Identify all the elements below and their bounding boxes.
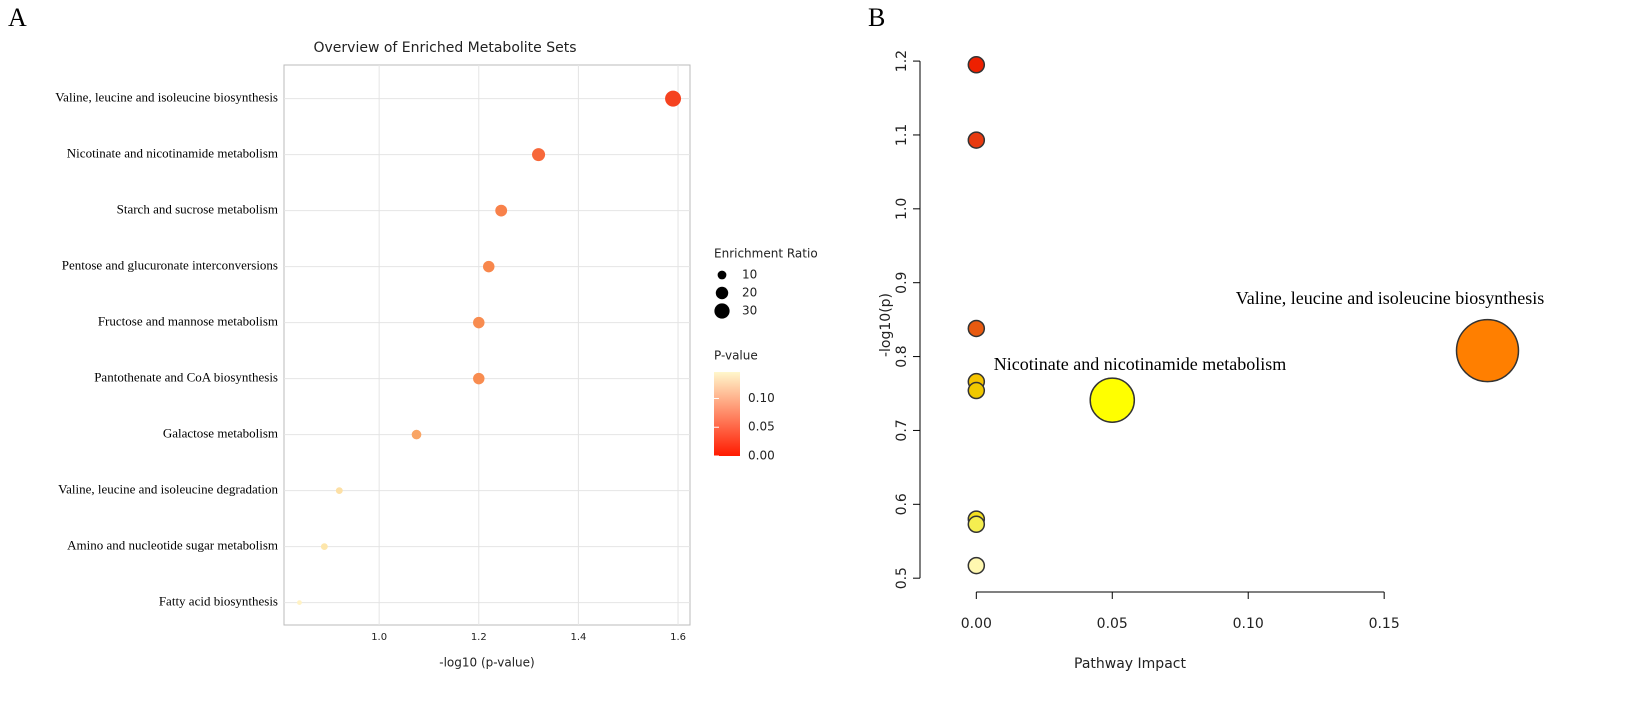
dot	[335, 487, 343, 495]
x-tick-label: 1.2	[471, 632, 487, 643]
dot	[473, 316, 485, 329]
legend-dot	[714, 303, 730, 319]
bubble	[967, 56, 986, 74]
x-axis-title: Pathway Impact	[1074, 656, 1186, 672]
bubble	[1089, 377, 1136, 423]
y-tick-label: 0.7	[894, 419, 910, 441]
dot	[495, 204, 508, 217]
x-tick-label: 0.05	[1097, 616, 1128, 632]
y-tick-label: Fructose and mannose metabolism	[98, 314, 278, 329]
y-tick-label: Nicotinate and nicotinamide metabolism	[67, 146, 278, 161]
y-tick-label: 0.8	[894, 345, 910, 367]
legend-dot	[715, 286, 729, 300]
chart-title: Overview of Enriched Metabolite Sets	[313, 40, 576, 56]
legend-title: P-value	[714, 349, 758, 363]
y-tick-label: Starch and sucrose metabolism	[117, 202, 278, 217]
dot	[665, 90, 682, 107]
y-tick-label: Valine, leucine and isoleucine biosynthe…	[55, 90, 278, 105]
y-tick-label: 1.1	[894, 124, 910, 146]
x-tick-label: 0.00	[961, 616, 992, 632]
y-tick-label: Valine, leucine and isoleucine degradati…	[58, 482, 278, 497]
dot	[320, 543, 328, 551]
dot	[411, 429, 422, 440]
panel-label: B	[868, 3, 885, 32]
dot	[483, 260, 495, 273]
y-tick-label: Amino and nucleotide sugar metabolism	[67, 538, 278, 553]
bubble	[967, 381, 986, 400]
y-tick-label: Fatty acid biosynthesis	[159, 594, 278, 609]
bubble	[1455, 318, 1520, 383]
y-tick-label: 0.5	[894, 567, 910, 589]
bubble	[967, 319, 986, 338]
plot-area	[283, 64, 691, 626]
legend-label: 20	[742, 286, 757, 300]
legend-label: 30	[742, 304, 757, 318]
y-tick-label: Pantothenate and CoA biosynthesis	[94, 370, 278, 385]
dot	[297, 600, 302, 606]
y-tick-label: 0.9	[894, 272, 910, 294]
legend-dot	[717, 270, 727, 280]
legend-label: 0.05	[748, 420, 775, 434]
panel-label: A	[8, 3, 27, 32]
y-tick-label: 0.6	[894, 493, 910, 515]
legend-label: 0.10	[748, 391, 775, 405]
y-tick-label: 1.0	[894, 198, 910, 220]
legend-label: 10	[742, 268, 757, 282]
legend-label: 0.00	[748, 449, 775, 463]
x-axis-title: -log10 (p-value)	[439, 656, 534, 670]
y-axis-title: -log10(p)	[878, 293, 894, 357]
dot	[532, 148, 546, 162]
x-tick-label: 1.6	[670, 632, 686, 643]
annotation: Valine, leucine and isoleucine biosynthe…	[1236, 288, 1544, 308]
annotation: Nicotinate and nicotinamide metabolism	[994, 354, 1286, 374]
y-tick-label: 1.2	[894, 50, 910, 72]
x-tick-label: 1.0	[371, 632, 387, 643]
y-tick-label: Pentose and glucuronate interconversions	[62, 258, 278, 273]
x-tick-label: 0.10	[1233, 616, 1264, 632]
y-tick-label: Galactose metabolism	[163, 426, 278, 441]
x-tick-label: 1.4	[570, 632, 586, 643]
bubble	[967, 131, 986, 149]
legend-title: Enrichment Ratio	[714, 247, 818, 261]
x-tick-label: 0.15	[1369, 616, 1400, 632]
bubble	[967, 556, 986, 575]
bubble	[967, 515, 986, 534]
dot	[473, 372, 485, 385]
colorbar	[714, 372, 740, 456]
